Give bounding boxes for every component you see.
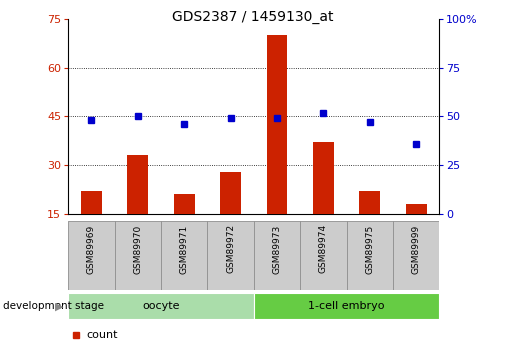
Bar <box>346 221 393 290</box>
Text: ▶: ▶ <box>56 301 64 311</box>
Bar <box>208 221 254 290</box>
Text: GSM89974: GSM89974 <box>319 224 328 273</box>
Bar <box>68 293 254 319</box>
Text: GSM89969: GSM89969 <box>87 224 96 274</box>
Bar <box>81 191 102 214</box>
Text: GSM89973: GSM89973 <box>273 224 281 274</box>
Bar <box>115 221 161 290</box>
Bar <box>406 204 427 214</box>
Text: GSM89999: GSM89999 <box>412 224 421 274</box>
Bar <box>127 155 148 214</box>
Bar <box>360 191 380 214</box>
Text: 1-cell embryo: 1-cell embryo <box>309 301 385 311</box>
Text: development stage: development stage <box>3 301 104 311</box>
Bar <box>267 35 287 214</box>
Text: GSM89971: GSM89971 <box>180 224 189 274</box>
Text: GSM89975: GSM89975 <box>365 224 374 274</box>
Text: oocyte: oocyte <box>142 301 180 311</box>
Bar <box>313 142 334 214</box>
Bar <box>220 172 241 214</box>
Text: GDS2387 / 1459130_at: GDS2387 / 1459130_at <box>172 10 333 24</box>
Bar <box>68 221 115 290</box>
Bar <box>254 293 439 319</box>
Bar <box>300 221 346 290</box>
Text: GSM89970: GSM89970 <box>133 224 142 274</box>
Bar <box>161 221 208 290</box>
Bar <box>254 221 300 290</box>
Bar <box>174 195 194 214</box>
Bar <box>393 221 439 290</box>
Text: GSM89972: GSM89972 <box>226 224 235 273</box>
Text: count: count <box>87 330 118 339</box>
